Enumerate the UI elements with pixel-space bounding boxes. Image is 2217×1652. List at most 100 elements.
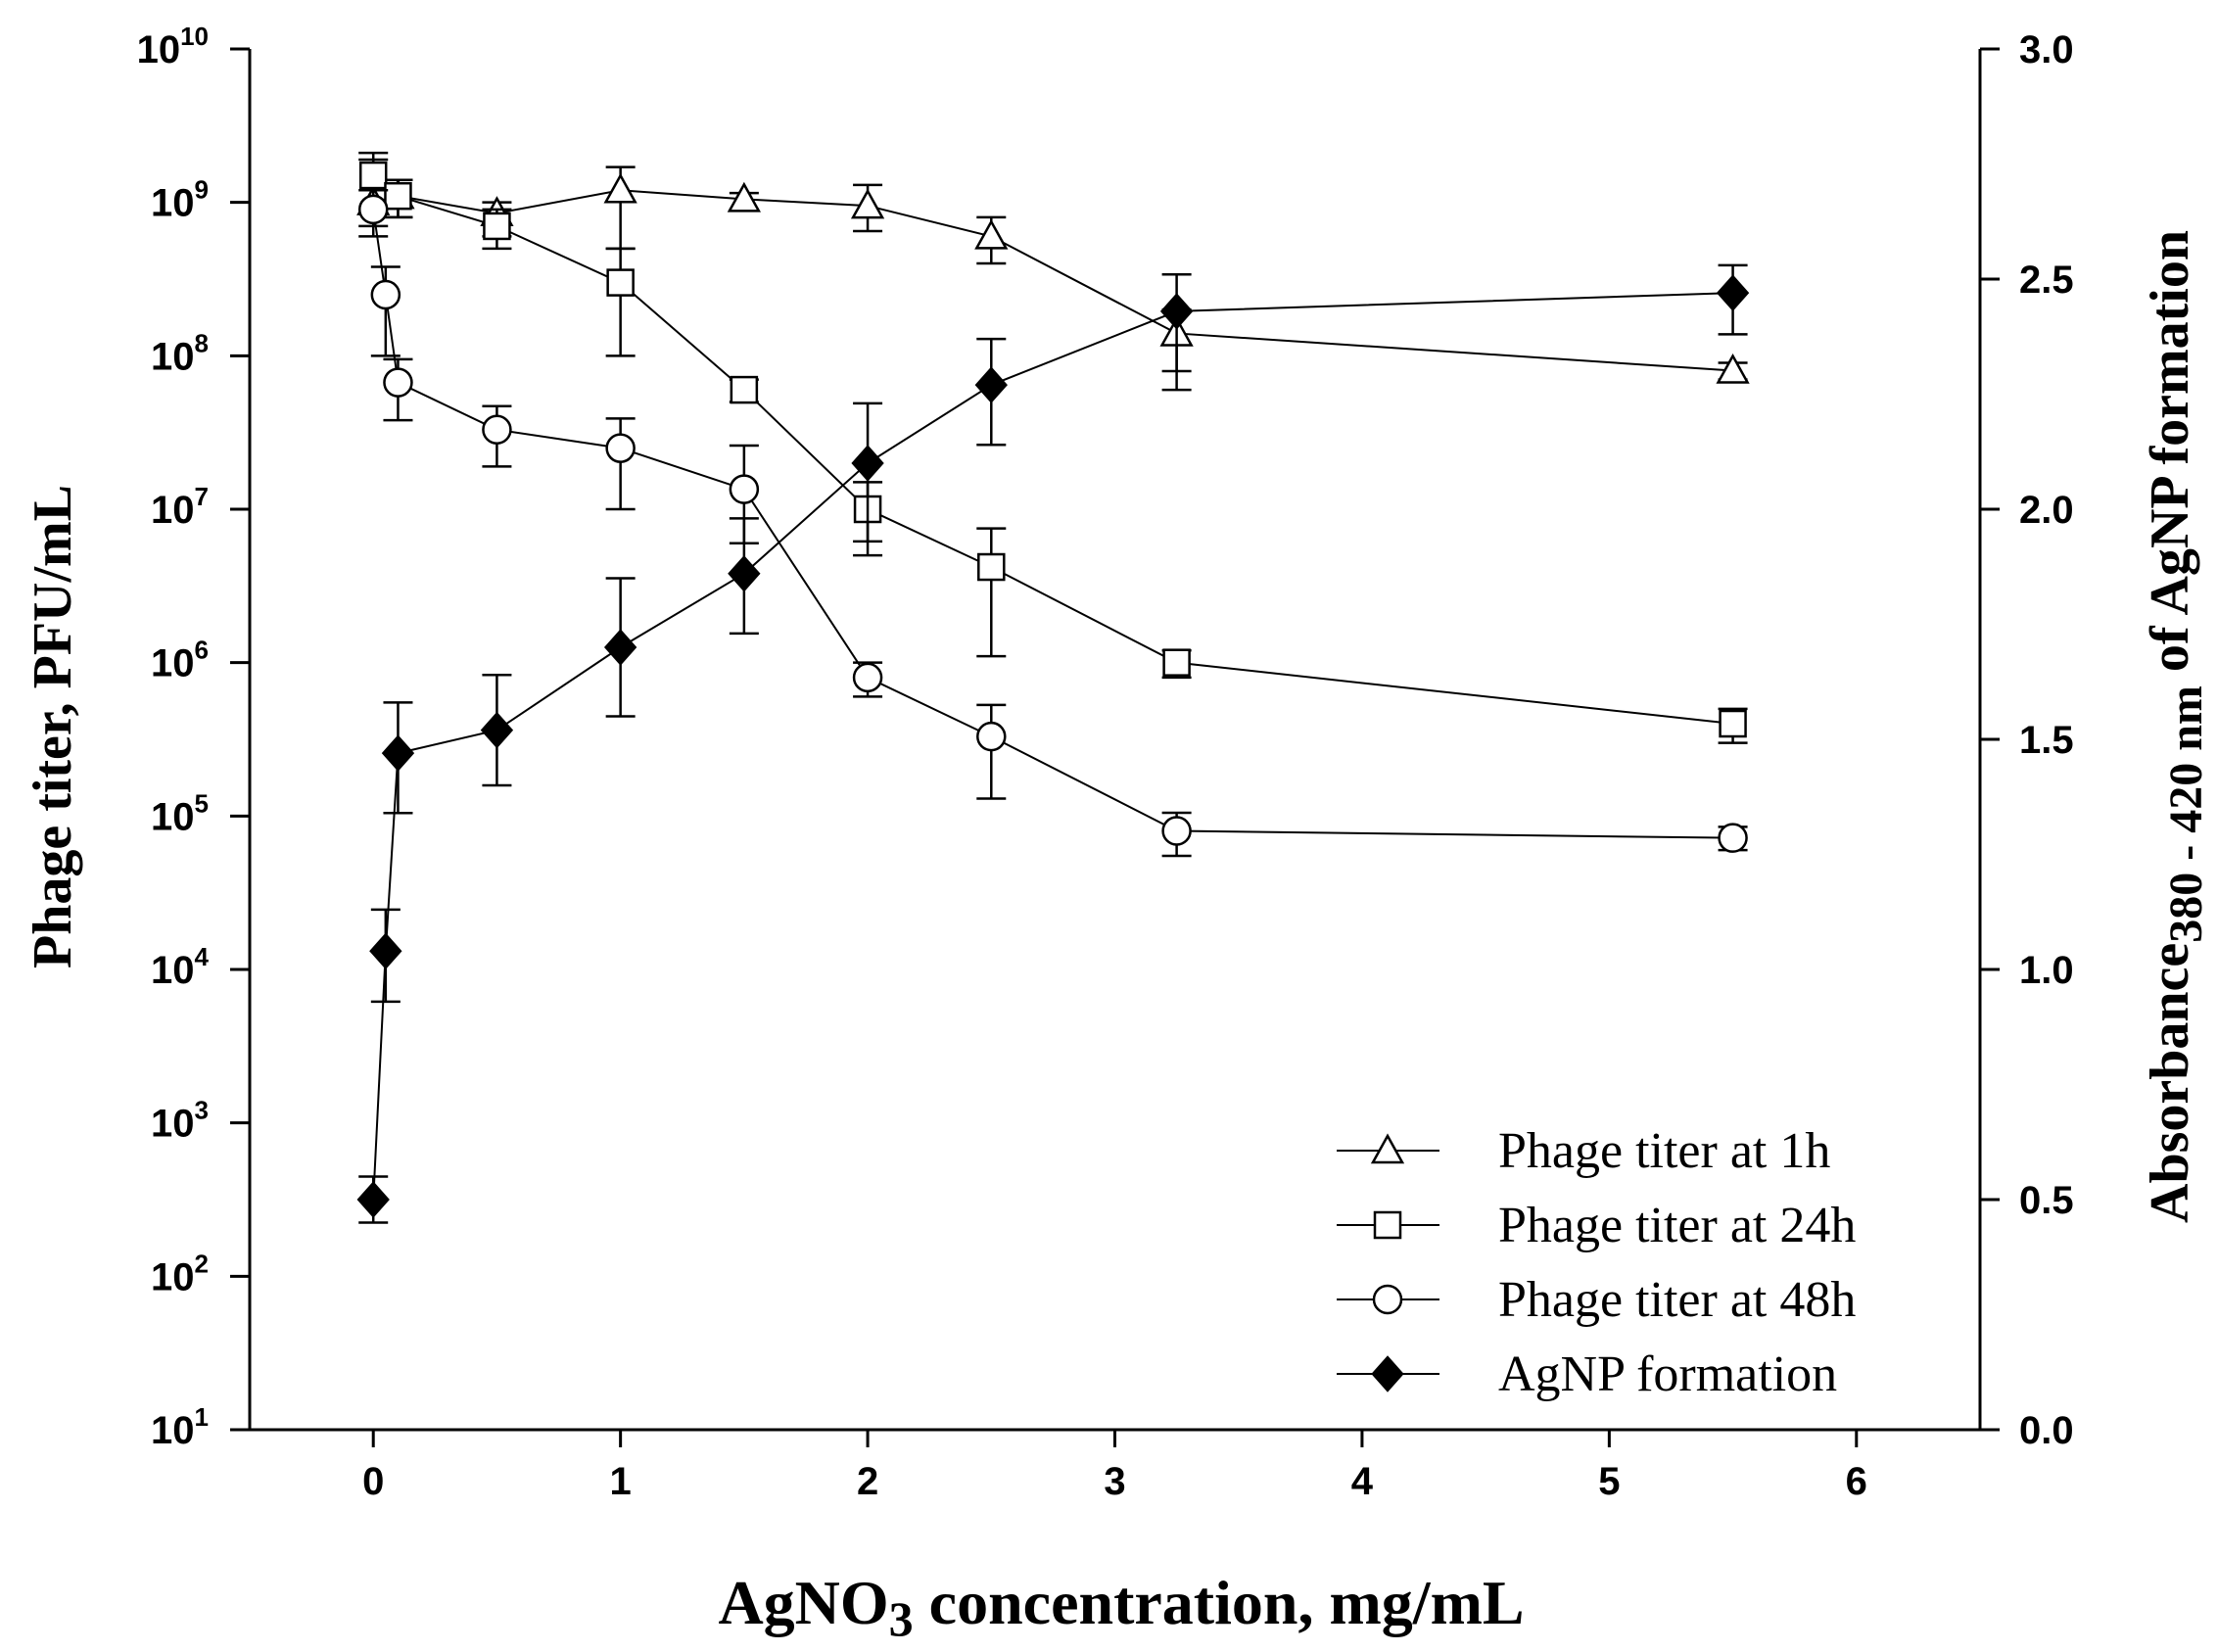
y-right-tick-label: 1.5	[2019, 719, 2074, 762]
data-point-square	[1162, 648, 1191, 677]
y-right-tick-label: 0.5	[2019, 1179, 2074, 1222]
y-left-tick-base: 10	[151, 949, 195, 992]
data-point-square	[977, 552, 1006, 582]
data-point-square	[606, 268, 635, 297]
y-left-tick-label: 107	[151, 482, 209, 532]
data-point-triangle	[603, 172, 637, 204]
y-left-tick-base: 10	[151, 795, 195, 838]
data-point-diamond	[603, 629, 637, 666]
y-left-tick-base: 10	[151, 1103, 195, 1146]
y-right-axis-title: Absorbance380 - 420 nm of AgNP formation	[2140, 230, 2212, 1223]
data-point-circle	[383, 367, 413, 398]
y-left-tick-label: 1010	[137, 22, 209, 71]
y-left-tick-exponent: 7	[195, 482, 209, 511]
data-point-circle	[370, 279, 401, 310]
data-point-circle	[976, 721, 1007, 752]
y-right-axis-title-prefix: Absorbance	[2140, 943, 2200, 1223]
y-left-tick-exponent: 8	[195, 328, 209, 357]
data-point-triangle	[974, 218, 1009, 250]
data-point-square	[384, 181, 412, 211]
y-left-tick-label: 105	[151, 788, 209, 838]
y-left-tick-base: 10	[151, 1255, 195, 1298]
y-left-tick-base: 10	[137, 28, 181, 71]
data-point-square	[358, 161, 388, 190]
y-right-tick-label: 3.0	[2019, 28, 2074, 71]
series-phage-titer-at-24h	[358, 158, 1748, 744]
data-point-circle	[1718, 823, 1748, 853]
x-axis-title: AgNO3 concentration, mg/mL	[718, 1568, 1524, 1646]
x-axis-title-prefix: AgNO	[718, 1568, 888, 1637]
data-point-circle	[729, 474, 760, 504]
data-point-circle	[852, 662, 883, 693]
plot-area	[356, 151, 1750, 1224]
data-point-square	[1719, 709, 1747, 738]
y-left-tick-base: 10	[151, 182, 195, 225]
y-right-tick-label: 0.0	[2019, 1409, 2074, 1452]
y-left-tick-exponent: 5	[195, 788, 209, 818]
ticks: 0 1 2 3 4 5 610110210310410510610710810910100.…	[137, 22, 2074, 1503]
y-left-tick-label: 104	[151, 942, 210, 992]
data-point-diamond	[728, 555, 761, 592]
y-right-tick-label: 1.0	[2019, 949, 2074, 992]
y-left-tick-label: 106	[151, 636, 209, 685]
y-left-tick-label: 101	[151, 1402, 209, 1452]
y-left-axis-title: Phage titer, PFU/mL	[23, 485, 83, 968]
y-left-tick-base: 10	[151, 1409, 195, 1452]
series-line-square	[372, 174, 1733, 726]
series-phage-titer-at-1h	[356, 151, 1750, 392]
series-phage-titer-at-48h	[357, 189, 1748, 858]
series-agnp-formation	[356, 263, 1750, 1224]
y-right-axis-title-suffix: of AgNP formation	[2140, 230, 2200, 685]
legend-marker-diamond	[1371, 1355, 1404, 1392]
y-left-tick-label: 103	[151, 1096, 209, 1146]
legend-label-diamond: AgNP formation	[1498, 1346, 1837, 1402]
y-left-tick-label: 102	[151, 1249, 209, 1298]
x-axis-title-suffix: concentration, mg/mL	[914, 1568, 1525, 1637]
y-left-tick-exponent: 9	[195, 175, 209, 205]
series-line-triangle	[372, 189, 1733, 372]
data-point-circle	[357, 194, 389, 225]
y-right-axis-title-subscript: 380 - 420 nm	[2160, 685, 2212, 943]
x-tick-label: 2	[857, 1460, 878, 1503]
data-point-triangle	[1716, 353, 1750, 384]
y-right-tick-label: 2.5	[2019, 259, 2074, 302]
data-point-diamond	[369, 932, 402, 969]
legend-marker-triangle	[1370, 1133, 1405, 1164]
series-line-circle	[372, 209, 1733, 839]
data-point-diamond	[851, 445, 884, 482]
data-point-circle	[605, 433, 636, 463]
y-left-tick-base: 10	[151, 335, 195, 378]
x-tick-label: 0	[362, 1460, 384, 1503]
y-left-tick-label: 108	[151, 328, 209, 378]
data-point-square	[730, 375, 759, 404]
y-left-tick-exponent: 2	[195, 1249, 209, 1278]
y-left-tick-base: 10	[151, 642, 195, 685]
x-tick-label: 5	[1598, 1460, 1620, 1503]
y-left-tick-exponent: 10	[180, 22, 209, 51]
legend: Phage titer at 1h Phage titer at 24h Phage…	[1337, 1123, 1856, 1402]
data-point-diamond	[1716, 274, 1750, 311]
data-point-diamond	[480, 711, 514, 749]
y-left-tick-exponent: 3	[195, 1096, 209, 1125]
x-axis-title-subscript: 3	[889, 1591, 914, 1646]
legend-label-square: Phage titer at 24h	[1498, 1198, 1856, 1253]
y-left-tick-exponent: 4	[195, 942, 210, 971]
x-tick-label: 1	[610, 1460, 632, 1503]
legend-marker-square	[1373, 1210, 1402, 1240]
legend-label-circle: Phage titer at 48h	[1498, 1272, 1856, 1328]
y-right-tick-label: 2.0	[2019, 489, 2074, 532]
data-point-circle	[1161, 816, 1192, 846]
data-point-diamond	[1159, 293, 1194, 330]
data-point-diamond	[974, 366, 1008, 403]
data-point-triangle	[727, 181, 761, 212]
data-point-diamond	[356, 1181, 390, 1218]
data-point-circle	[482, 414, 512, 446]
data-point-triangle	[850, 188, 885, 219]
x-tick-label: 3	[1104, 1460, 1125, 1503]
legend-label-triangle: Phage titer at 1h	[1498, 1123, 1830, 1179]
y-left-tick-base: 10	[151, 489, 195, 532]
x-tick-label: 6	[1846, 1460, 1867, 1503]
y-left-tick-label: 109	[151, 175, 209, 225]
y-left-tick-exponent: 6	[195, 636, 209, 665]
